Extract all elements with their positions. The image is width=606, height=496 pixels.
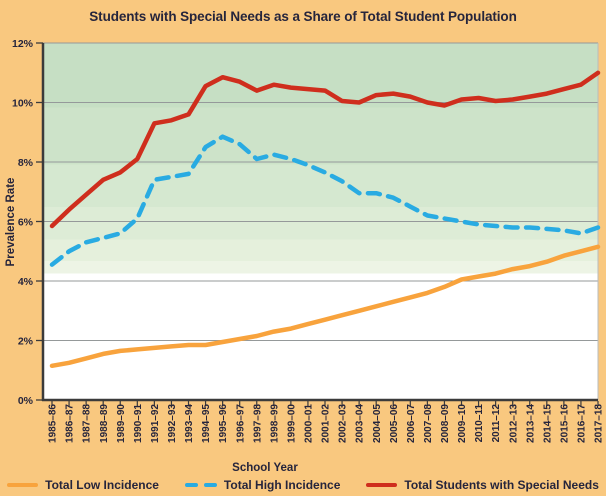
- x-tick-label: 2000–01: [304, 404, 315, 443]
- y-tick-label: 12%: [12, 38, 34, 50]
- series-line-total-high-incidence: [49, 134, 601, 267]
- x-tick-label: 1996–97: [235, 404, 246, 443]
- x-tick-label: 1994–95: [201, 404, 212, 443]
- legend-item-low-incidence: Total Low Incidence: [7, 478, 159, 492]
- x-tick-label: 2015–16: [560, 404, 571, 443]
- chart-svg: 0% 2% 4% 6% 8% 10% 12% 1985–86 1986–87 1987–88 198…: [12, 38, 605, 443]
- x-tick-label: 1989–90: [116, 404, 127, 443]
- special-needs-line-swatch-icon: [366, 482, 398, 488]
- x-tick-label: 1998–99: [269, 404, 280, 443]
- x-tick-label: 1992–93: [167, 404, 178, 443]
- series-line-total-students-with-special-needs: [49, 70, 601, 229]
- x-tick-label: 1985–86: [48, 404, 59, 443]
- x-tick-label: 2002–03: [338, 404, 349, 443]
- x-axis-title: School Year: [232, 462, 298, 474]
- legend-label: Total High Incidence: [223, 478, 341, 492]
- x-tick-label: 1990–91: [133, 404, 144, 443]
- x-tick-label: 2011–12: [491, 404, 502, 443]
- x-tick-label: 2017–18: [594, 404, 605, 443]
- x-tick-label: 2006–07: [406, 404, 417, 443]
- y-tick-label: 0%: [18, 395, 34, 407]
- x-tick-label: 1988–89: [99, 404, 110, 443]
- x-tick-label: 2010–11: [474, 404, 485, 443]
- x-tick-label: 1997–98: [252, 404, 263, 443]
- x-tick-label: 2004–05: [372, 404, 383, 443]
- x-tick-label: 2007–08: [423, 404, 434, 443]
- x-tick-label: 2012–13: [508, 404, 519, 443]
- x-tick-label: 1986–87: [65, 404, 76, 443]
- x-tick-label: 1993–94: [184, 404, 195, 443]
- y-tick-label: 8%: [18, 157, 34, 169]
- x-tick-label: 2001–02: [321, 404, 332, 443]
- x-tick-label: 1999–00: [287, 404, 298, 443]
- legend: Total Low Incidence Total High Incidence…: [0, 478, 606, 492]
- x-tick-label: 2013–14: [525, 404, 536, 443]
- x-tick-label: 2014–15: [542, 404, 553, 443]
- y-tick-label: 2%: [18, 335, 34, 347]
- x-tick-label: 2008–09: [440, 404, 451, 443]
- chart-title: Students with Special Needs as a Share o…: [89, 9, 517, 24]
- y-axis-title: Prevalence Rate: [5, 177, 17, 267]
- legend-label: Total Low Incidence: [45, 478, 159, 492]
- legend-item-special-needs-total: Total Students with Special Needs: [366, 478, 599, 492]
- x-tick-label: 1987–88: [82, 404, 93, 443]
- x-tick-label: 2009–10: [457, 404, 468, 443]
- y-tick-label: 10%: [12, 97, 34, 109]
- legend-label: Total Students with Special Needs: [404, 478, 599, 492]
- x-tick-label: 1995–96: [218, 404, 229, 443]
- y-tick-label: 6%: [18, 216, 34, 228]
- high-incidence-dashed-swatch-icon: [184, 482, 217, 488]
- x-tick-label: 2003–04: [355, 404, 366, 443]
- legend-item-high-incidence: Total High Incidence: [184, 478, 341, 492]
- x-tick-label: 1991–92: [150, 404, 161, 443]
- x-tick-label: 2016–17: [577, 404, 588, 443]
- x-tick-label: 2005–06: [389, 404, 400, 443]
- y-tick-label: 4%: [18, 276, 34, 288]
- series-line-total-low-incidence: [49, 244, 601, 369]
- low-incidence-line-swatch-icon: [7, 482, 39, 488]
